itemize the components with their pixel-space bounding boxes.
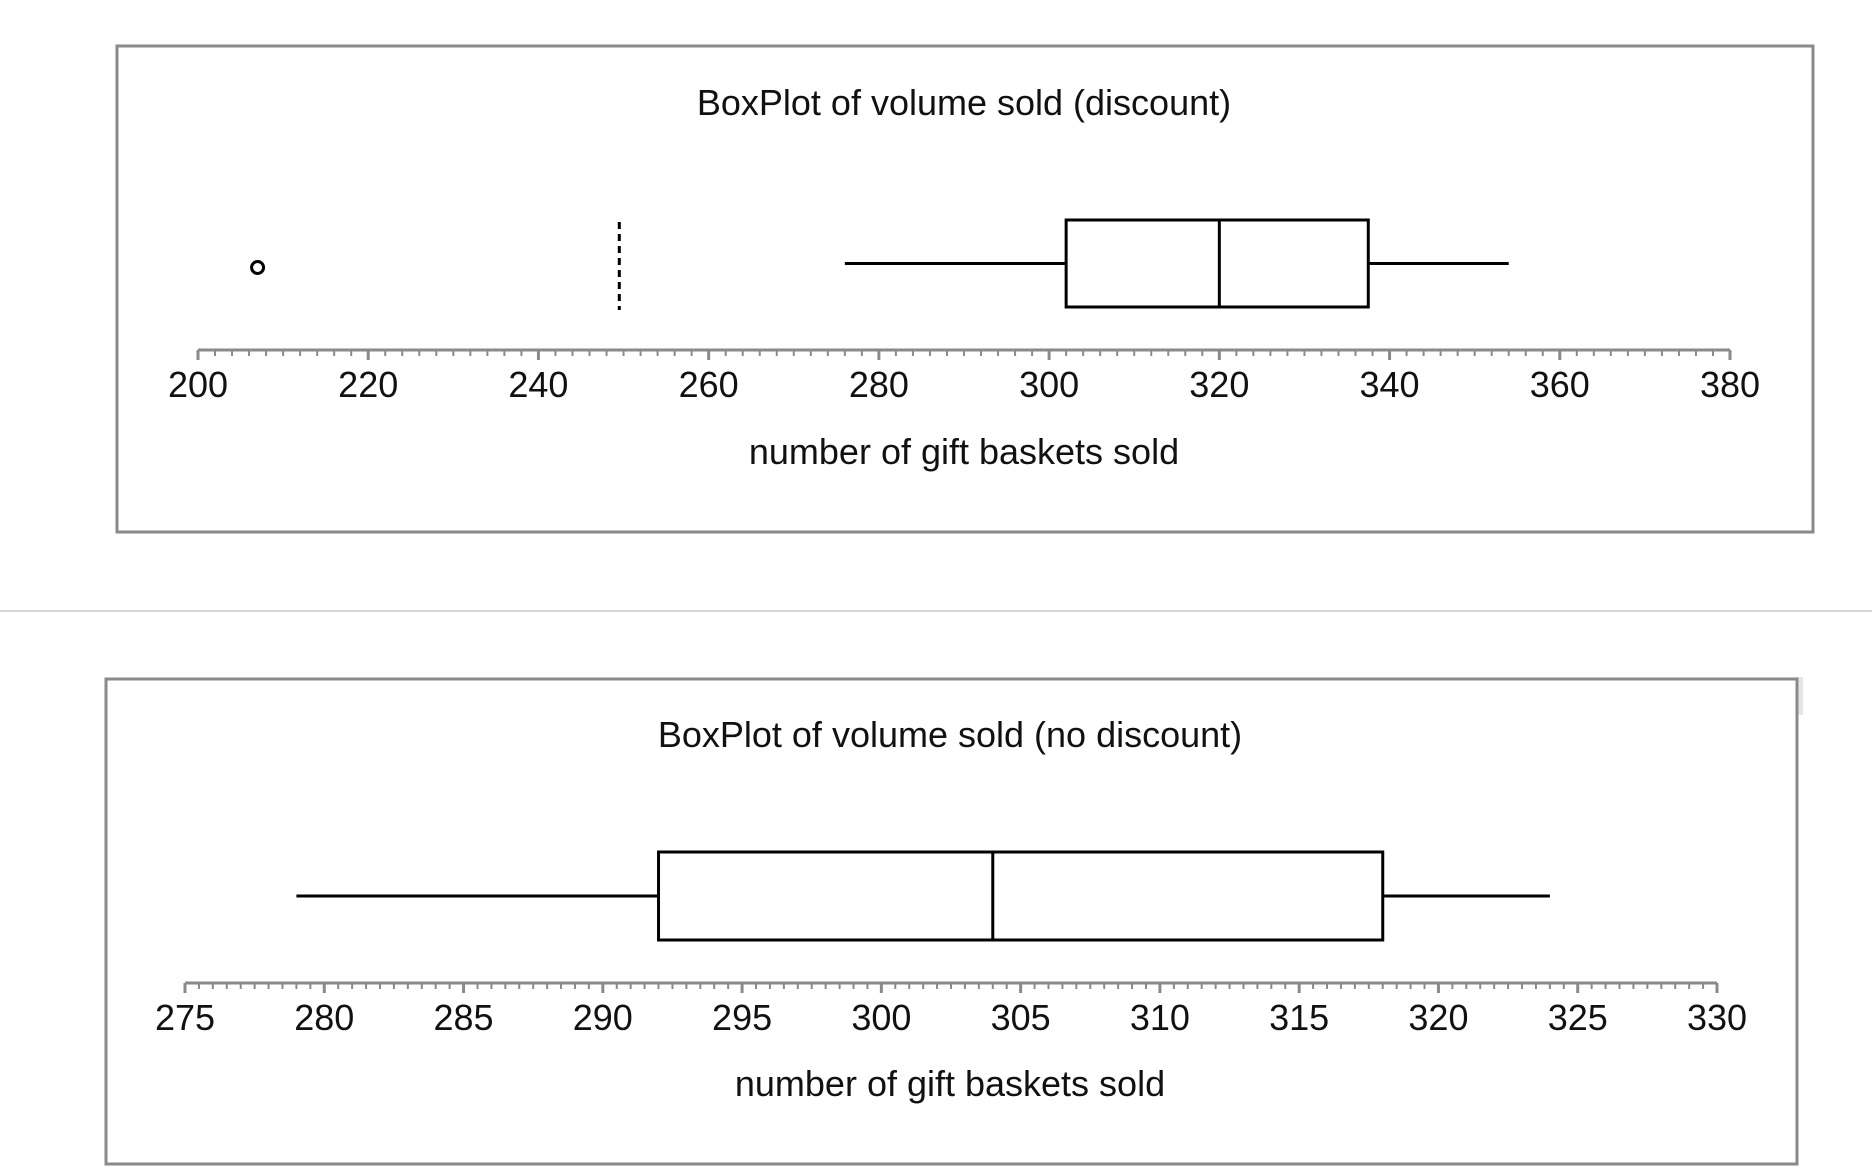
x-tick-label: 310 bbox=[1130, 997, 1190, 1038]
x-tick-label: 315 bbox=[1269, 997, 1329, 1038]
x-tick-label: 280 bbox=[294, 997, 354, 1038]
x-tick-label: 305 bbox=[991, 997, 1051, 1038]
plot-area bbox=[250, 218, 1509, 310]
x-tick-label: 240 bbox=[508, 364, 568, 405]
box-iqr bbox=[657, 850, 1385, 942]
chart-panel-discount: BoxPlot of volume sold (discount) 200 220… bbox=[115, 44, 1815, 534]
x-tick-label: 380 bbox=[1700, 364, 1760, 405]
x-axis-label: number of gift baskets sold bbox=[749, 431, 1179, 472]
corner-artifact bbox=[1795, 677, 1803, 715]
x-tick-label: 280 bbox=[849, 364, 909, 405]
chart-title: BoxPlot of volume sold (discount) bbox=[697, 82, 1231, 123]
x-axis: 200 220 240 260 280 300 320 340 360 380 bbox=[168, 348, 1760, 405]
x-tick-label: 295 bbox=[712, 997, 772, 1038]
x-axis: 275 280 285 290 295 300 305 310 315 320 325 330 bbox=[155, 981, 1747, 1038]
x-tick-label: 325 bbox=[1548, 997, 1608, 1038]
panel-frame bbox=[104, 677, 1799, 1166]
x-tick-label: 320 bbox=[1189, 364, 1249, 405]
panel-frame bbox=[115, 44, 1815, 534]
x-tick-label: 360 bbox=[1530, 364, 1590, 405]
chart-title: BoxPlot of volume sold (no discount) bbox=[658, 714, 1242, 755]
plot-area bbox=[296, 850, 1550, 942]
x-tick-label: 275 bbox=[155, 997, 215, 1038]
x-tick-label: 340 bbox=[1360, 364, 1420, 405]
x-tick-label: 330 bbox=[1687, 997, 1747, 1038]
outlier-point bbox=[250, 260, 266, 275]
x-tick-label: 260 bbox=[679, 364, 739, 405]
x-tick-label: 320 bbox=[1408, 997, 1468, 1038]
x-axis-label: number of gift baskets sold bbox=[735, 1063, 1165, 1104]
x-tick-label: 290 bbox=[573, 997, 633, 1038]
x-tick-label: 285 bbox=[434, 997, 494, 1038]
x-tick-label: 300 bbox=[851, 997, 911, 1038]
box-iqr bbox=[1064, 218, 1370, 309]
chart-panel-no-discount: BoxPlot of volume sold (no discount) 275… bbox=[104, 677, 1799, 1166]
x-tick-label: 220 bbox=[338, 364, 398, 405]
x-tick-label: 300 bbox=[1019, 364, 1079, 405]
x-tick-label: 200 bbox=[168, 364, 228, 405]
